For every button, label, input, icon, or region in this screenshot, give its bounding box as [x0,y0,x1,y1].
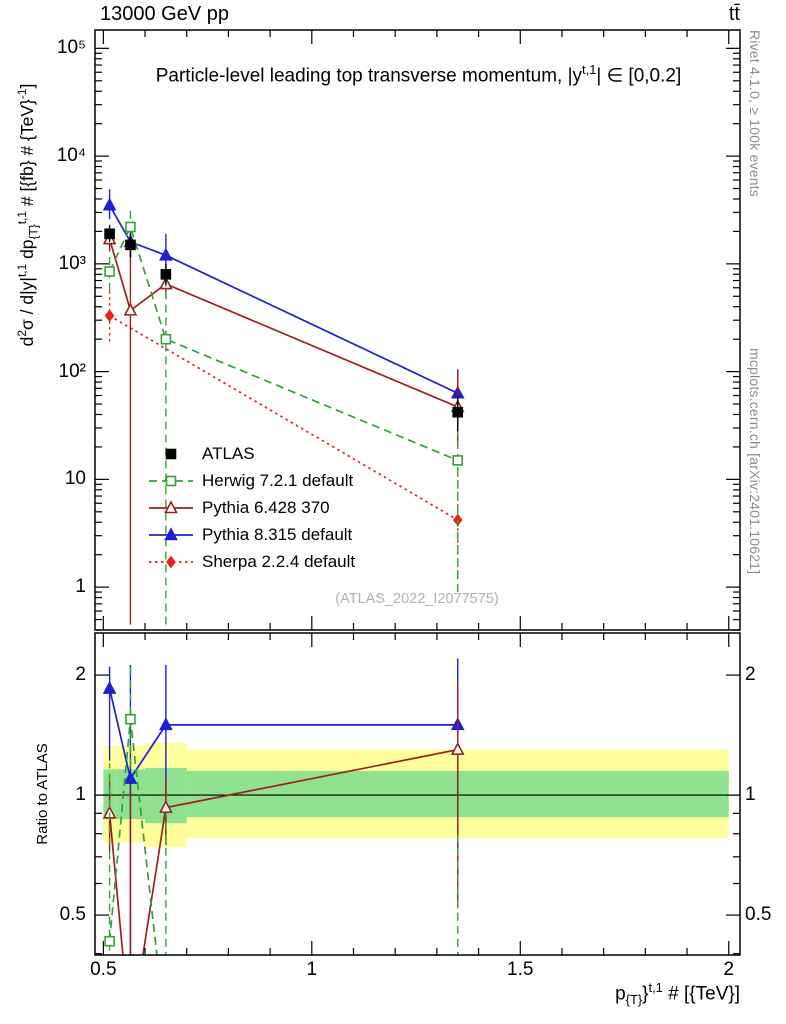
ratio-y-tick-label-right: 2 [745,664,756,686]
ratio-y-tick-label: 1 [75,784,86,806]
x-tick-label: 1.5 [507,959,534,980]
legend-item: Pythia 8.315 default [148,521,355,548]
process-label: tt̄ [728,3,740,25]
ratio-y-tick-label-right: 0.5 [745,904,772,926]
triangle-filled-legend-marker-icon [149,526,193,540]
main-y-tick-label: 10² [58,360,86,382]
square-filled-legend-marker-icon [165,448,177,459]
x-tick-label: 1 [306,959,318,980]
legend-label: Herwig 7.2.1 default [202,470,354,490]
legend-item: Sherpa 2.2.4 default [148,548,355,575]
main-panel-content [102,189,465,625]
legend-item: Pythia 6.428 370 [148,494,355,521]
ratio-y-tick-label-right: 1 [745,784,756,806]
ratio-y-tick-label: 0.5 [59,904,86,926]
legend-item: Herwig 7.2.1 default [148,467,355,494]
ratio-panel-frame [94,632,741,956]
legend-label: Pythia 8.315 default [202,524,353,544]
triangle-open-legend-marker-icon [149,499,193,513]
legend-label: Sherpa 2.2.4 default [202,551,356,571]
main-y-tick-label: 1 [75,576,86,598]
x-tick-label: 0.5 [90,959,117,980]
main-panel-frame [94,29,741,631]
beam-energy-label: 13000 GeV pp [100,3,229,25]
main-y-tick-label: 10⁴ [56,145,86,167]
main-y-tick-label: 10⁵ [56,37,86,59]
legend-label: Pythia 6.428 370 [202,497,330,517]
analysis-id-watermark: (ATLAS_2022_I2077575) [335,591,499,607]
ratio-panel-content [95,658,740,955]
legend-label: ATLAS [202,443,255,463]
diamond-filled-legend-marker-icon [149,555,193,568]
main-y-tick-label: 10³ [58,252,86,274]
square-open-legend-marker-icon [149,475,193,486]
ratio-y-tick-label: 2 [75,664,86,686]
rivet-version-note: Rivet 4.1.0, ≥ 100k events [747,30,763,197]
legend: ATLAS Herwig 7.2.1 default Pythia 6.428 37… [148,440,355,575]
x-axis-title: p{T}}t,1 # [{TeV}] [615,980,740,1008]
plot-title: Particle-level leading top transverse mo… [155,62,682,87]
mcplots-attribution-note: mcplots.cern.ch [arXiv:2401.10621] [747,348,763,575]
main-y-tick-label: 10 [64,468,86,490]
legend-item: ATLAS [148,440,355,467]
x-tick-label: 2 [723,959,735,980]
